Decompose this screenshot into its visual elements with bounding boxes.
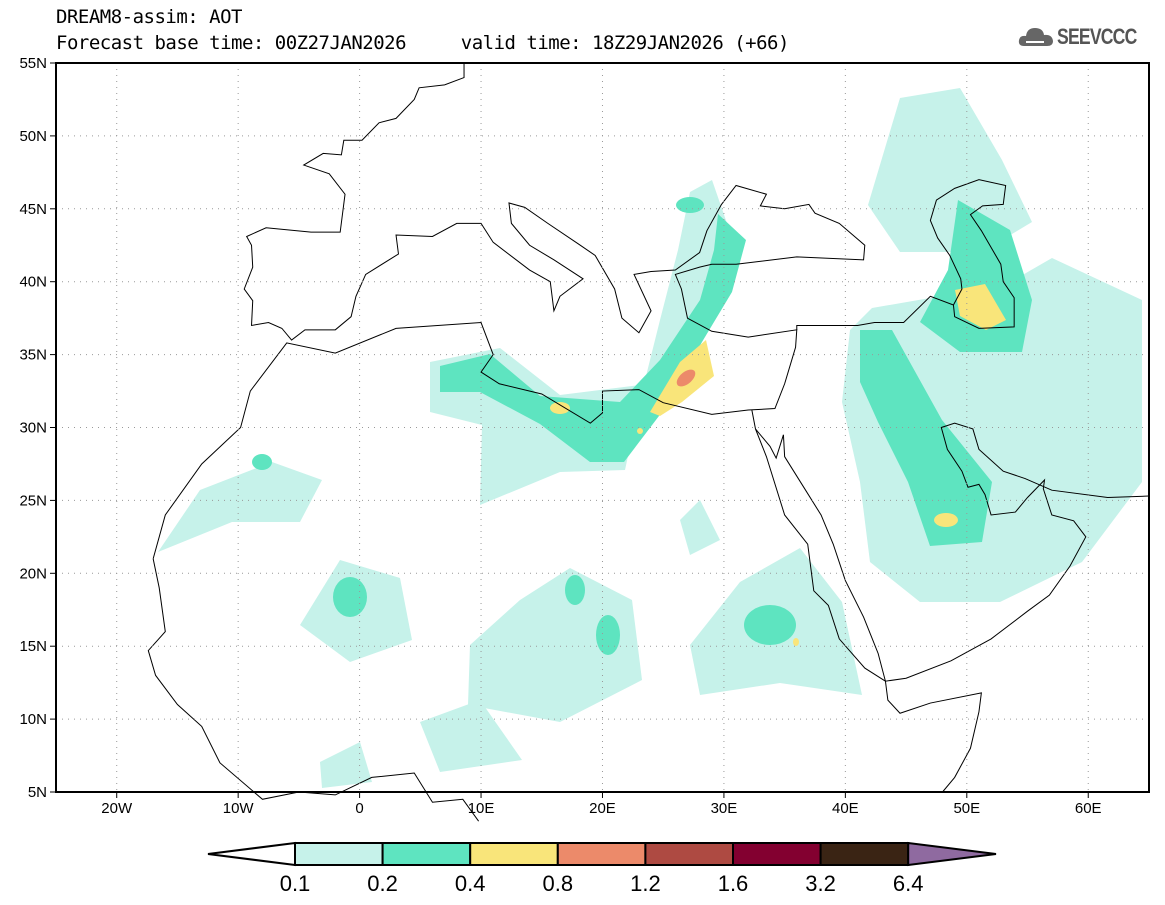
coastline	[755, 428, 784, 460]
lat-label: 10N	[19, 711, 47, 728]
lon-label: 10W	[223, 800, 255, 817]
colorbar-label: 6.4	[893, 871, 924, 896]
colorbar-label: 1.6	[718, 871, 749, 896]
lon-label: 20W	[101, 800, 133, 817]
logo-text: SEEVCCC	[1057, 24, 1137, 49]
colorbar: 0.1 0.2 0.4 0.8 1.2 1.6 3.2 6.4	[207, 841, 997, 896]
colorbar-label: 0.8	[543, 871, 574, 896]
lon-label: 30E	[711, 800, 738, 817]
lat-label: 50N	[19, 128, 47, 145]
colorbar-label: 0.1	[280, 871, 311, 896]
lat-label: 30N	[19, 420, 47, 437]
coastline	[796, 179, 1015, 330]
seevccc-logo: SEEVCCC	[1018, 24, 1156, 50]
colorbar-label: 1.2	[630, 871, 661, 896]
colorbar-swatch	[381, 842, 472, 866]
latitude-labels: 55N 50N 45N 40N 35N 30N 25N 20N 15N 10N 5N	[19, 55, 56, 801]
lon-label: 20E	[589, 800, 616, 817]
lon-label: 60E	[1075, 800, 1102, 817]
lat-label: 45N	[19, 201, 47, 218]
colorbar-label: 0.2	[367, 871, 398, 896]
colorbar-swatch	[819, 842, 910, 866]
lon-label: 10E	[468, 800, 495, 817]
colorbar-swatch	[732, 842, 822, 866]
aot-level-0.8	[676, 369, 696, 387]
lat-label: 15N	[19, 638, 47, 655]
colorbar-label: 0.4	[455, 871, 486, 896]
forecast-times: Forecast base time: 00Z27JAN2026 valid t…	[56, 32, 789, 54]
aot-plumes	[158, 88, 1142, 788]
colorbar-under-arrow	[207, 841, 296, 867]
aot-level-0.2	[252, 197, 1032, 655]
aot-level-0.1	[158, 88, 1142, 788]
longitude-labels: 20W 10W 0 10E 20E 30E 40E 50E 60E	[101, 792, 1102, 817]
lon-label: 40E	[832, 800, 859, 817]
coastline	[147, 558, 480, 822]
base-time: Forecast base time: 00Z27JAN2026	[56, 32, 407, 54]
cloud-icon	[1018, 28, 1053, 46]
colorbar-swatch	[469, 842, 559, 866]
coastline	[152, 63, 866, 559]
lon-label: 0	[355, 800, 363, 817]
lat-label: 25N	[19, 492, 47, 509]
colorbar-over-arrow	[907, 841, 997, 867]
lat-label: 20N	[19, 565, 47, 582]
lat-label: 40N	[19, 274, 47, 291]
lat-label: 55N	[19, 55, 47, 72]
coastline	[782, 422, 1149, 682]
colorbar-swatch	[556, 842, 647, 866]
lat-label: 5N	[28, 784, 47, 801]
coastlines	[147, 63, 1149, 822]
colorbar-swatch	[644, 842, 735, 866]
colorbar-swatch	[294, 842, 384, 866]
colorbar-label: 3.2	[805, 871, 836, 896]
graticule	[56, 63, 1149, 792]
lat-label: 35N	[19, 347, 47, 364]
map-title: DREAM8-assim: AOT	[56, 6, 242, 28]
coastline	[751, 409, 982, 793]
valid-time: valid time: 18Z29JAN2026 (+66)	[460, 32, 790, 54]
lon-label: 50E	[953, 800, 980, 817]
